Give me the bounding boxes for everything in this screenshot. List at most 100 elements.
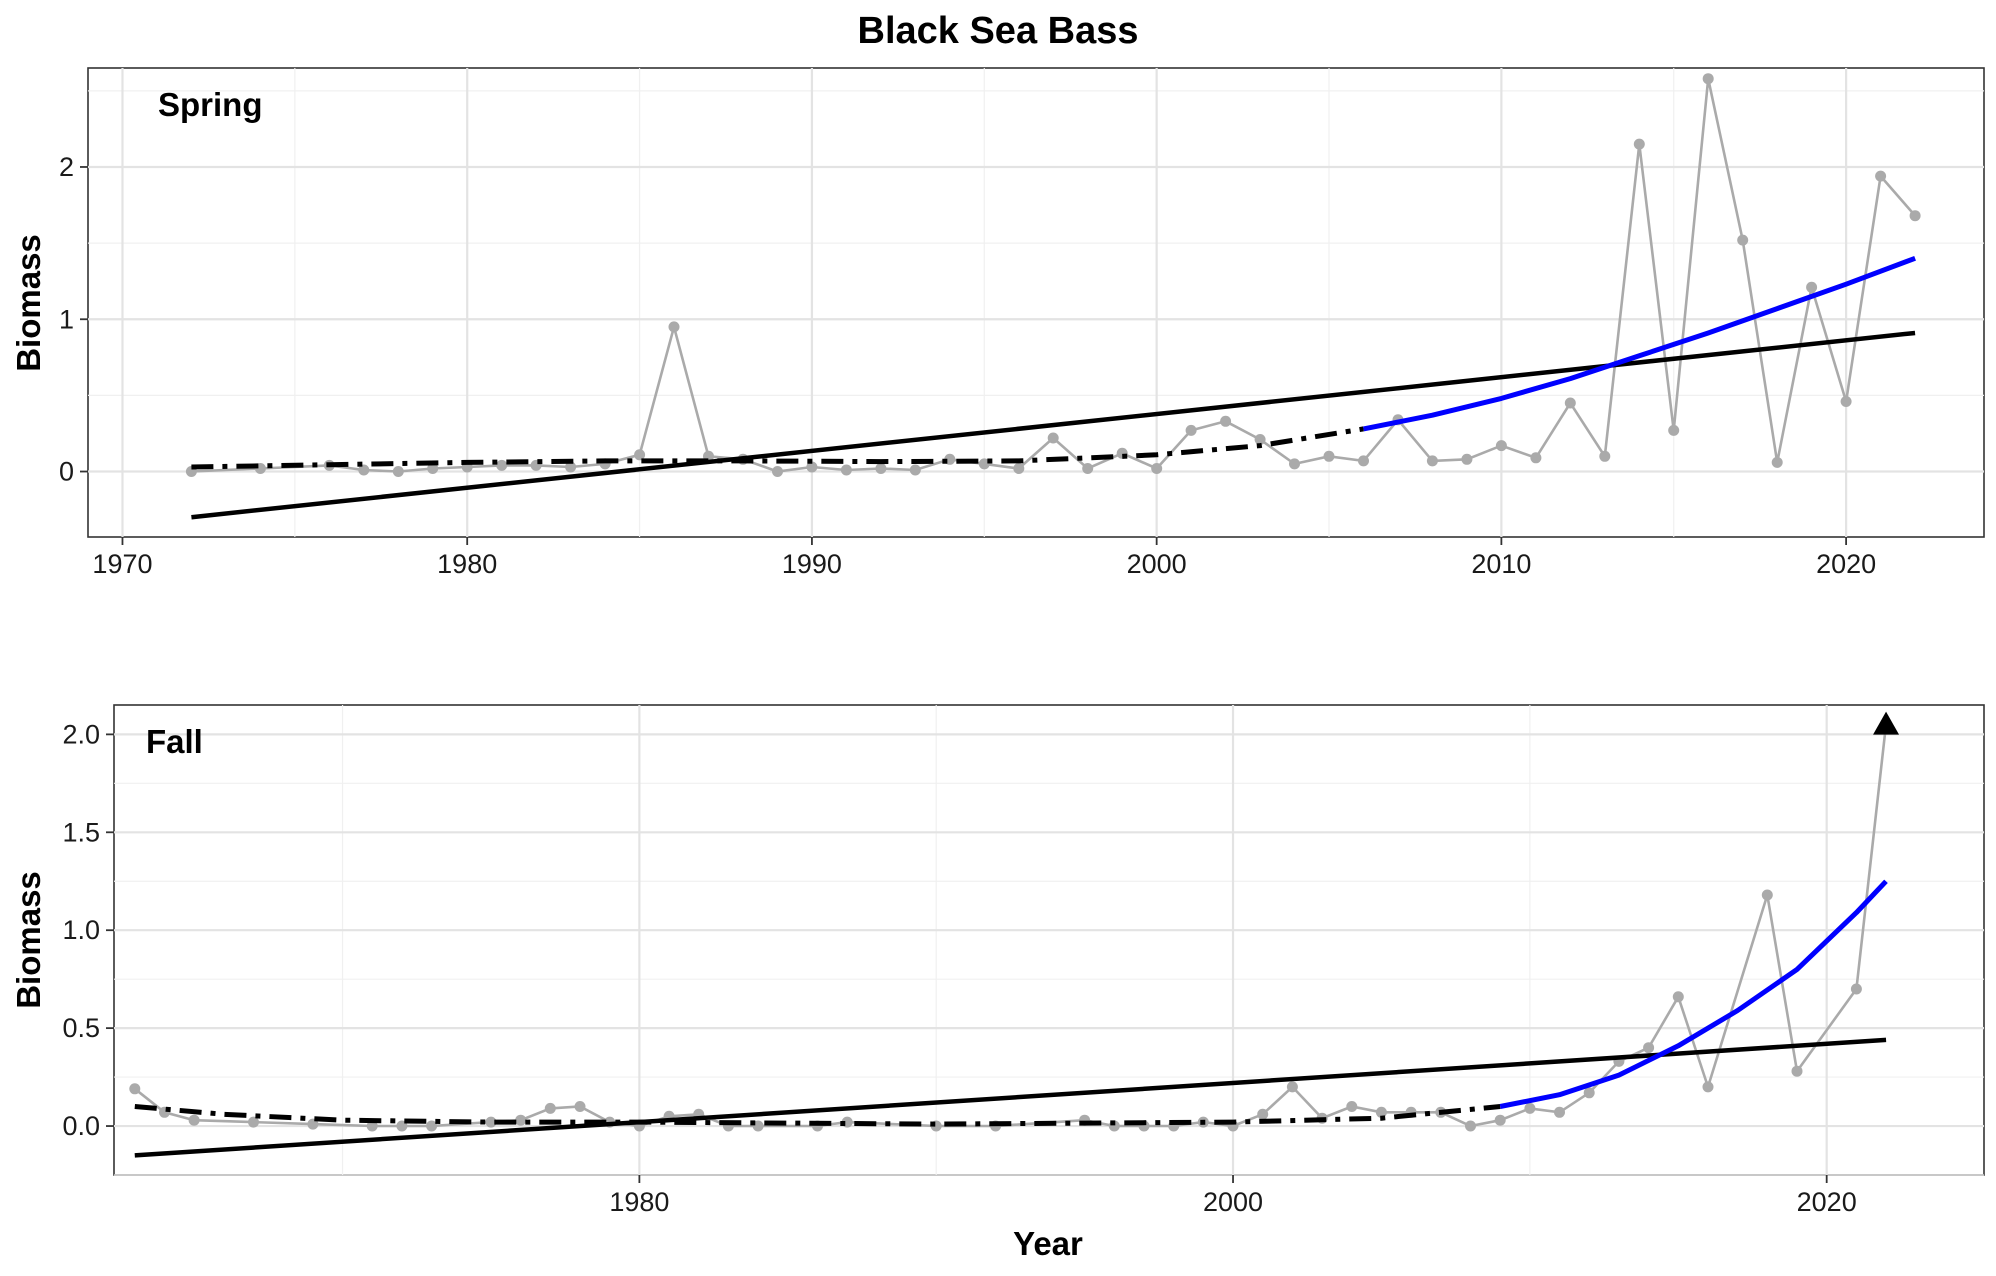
observed-point	[1358, 455, 1369, 467]
observed-point	[875, 463, 887, 474]
observed-point	[1668, 424, 1680, 436]
latest-value-triangle-marker	[1873, 711, 1900, 735]
observed-point	[1672, 991, 1684, 1003]
panel-spring-grid	[88, 68, 1984, 537]
panel-fall-marks	[129, 711, 1900, 1158]
panel-spring-label: Spring	[158, 86, 263, 123]
observed-point	[1375, 1106, 1387, 1118]
x-tick-label: 1980	[437, 549, 497, 579]
observed-point	[1761, 889, 1773, 901]
observed-point	[1495, 440, 1507, 452]
observed-point	[1850, 983, 1862, 995]
x-tick-label: 2020	[1797, 1187, 1857, 1217]
observed-point	[1806, 281, 1818, 293]
observed-point	[1185, 424, 1197, 436]
y-tick-label: 0.0	[62, 1111, 100, 1141]
panel-fall-grid	[114, 705, 1984, 1176]
observed-point	[1737, 234, 1749, 246]
recent-trend-line	[1499, 879, 1888, 1109]
panel-spring-marks	[185, 73, 1921, 520]
panel-spring: Spring 1970 1980 1990 2000 2010 2020 0 1 2 Bioma…	[10, 67, 1985, 579]
observed-point	[1289, 458, 1300, 470]
observed-point	[1254, 434, 1266, 445]
observed-point	[1909, 210, 1921, 222]
panel-fall-label: Fall	[146, 723, 203, 760]
long-term-trend-line	[134, 1037, 1887, 1158]
y-tick-label: 2	[59, 152, 74, 182]
observed-point	[1643, 1042, 1655, 1054]
x-tick-label: 1990	[782, 549, 842, 579]
observed-point	[1286, 1081, 1298, 1093]
x-tick-label: 1980	[609, 1187, 669, 1217]
observed-point	[1151, 463, 1163, 474]
observed-point	[1702, 1081, 1714, 1093]
observed-point	[806, 461, 818, 473]
observed-point	[772, 466, 783, 477]
y-tick-label: 1.0	[62, 915, 100, 945]
observed-point	[1323, 450, 1335, 462]
panel-spring-ticks: 1970 1980 1990 2000 2010 2020 0 1 2	[59, 152, 1876, 579]
observed-point	[188, 1114, 200, 1126]
y-tick-label: 1.5	[62, 817, 100, 847]
observed-point	[392, 466, 404, 477]
observed-point	[752, 1120, 764, 1132]
long-term-trend-line	[191, 330, 1916, 520]
observed-point	[1530, 452, 1542, 464]
observed-point	[426, 1120, 438, 1132]
observed-point	[515, 1114, 527, 1126]
x-tick-label: 2000	[1203, 1187, 1263, 1217]
observed-point	[978, 458, 990, 470]
observed-point	[1220, 415, 1232, 427]
observed-point	[1702, 73, 1714, 85]
observed-point	[1554, 1106, 1565, 1118]
observed-point	[129, 1083, 141, 1095]
observed-point	[248, 1116, 259, 1128]
observed-point	[1013, 463, 1025, 474]
y-tick-label: 1	[59, 304, 74, 334]
observed-point	[544, 1102, 556, 1114]
observed-point	[1524, 1102, 1536, 1114]
x-tick-label: 1970	[92, 549, 152, 579]
observed-point	[668, 321, 680, 333]
observed-point	[634, 449, 646, 461]
y-tick-label: 2.0	[62, 719, 100, 749]
y-tick-label: 0	[59, 457, 74, 487]
panel-fall-ticks: 1980 2000 2020 0.0 0.5 1.0 1.5 2.0	[62, 719, 1856, 1217]
panel-spring-y-axis-title: Biomass	[10, 234, 47, 372]
observed-point	[1426, 455, 1438, 467]
observed-point	[1583, 1087, 1595, 1099]
observed-point	[840, 464, 852, 476]
observed-point	[427, 463, 439, 474]
x-axis-title: Year	[1013, 1225, 1083, 1262]
observed-point	[496, 459, 508, 471]
panel-fall-background	[113, 704, 1985, 1176]
observed-point	[909, 464, 921, 476]
x-tick-label: 2010	[1471, 549, 1531, 579]
observed-point	[1791, 1065, 1803, 1077]
observed-point	[1875, 170, 1887, 182]
chart-title: Black Sea Bass	[858, 10, 1139, 52]
observed-point	[565, 461, 577, 473]
gam-fit-dashed-line	[191, 426, 1364, 470]
observed-point	[1047, 432, 1059, 444]
panel-spring-background	[87, 67, 1985, 538]
observed-point	[485, 1116, 497, 1128]
observed-point	[1840, 396, 1852, 407]
gam-fit-dashed-line	[134, 1104, 1501, 1127]
observed-point	[1494, 1114, 1506, 1126]
observed-point	[1633, 138, 1645, 150]
panel-fall: Fall 1980 2000 2020 0.0 0.5 1.0 1.5 2.0 Biomass	[10, 704, 1985, 1217]
observed-point	[1465, 1120, 1476, 1132]
observed-point	[574, 1101, 586, 1112]
panel-fall-y-axis-title: Biomass	[10, 871, 47, 1009]
observed-point	[1564, 397, 1576, 409]
x-tick-label: 2020	[1816, 549, 1876, 579]
observed-point	[366, 1120, 378, 1132]
observed-point	[1346, 1101, 1358, 1112]
observed-point	[1082, 463, 1094, 474]
observed-point	[1771, 456, 1783, 468]
observed-point	[1599, 450, 1611, 462]
y-tick-label: 0.5	[62, 1013, 100, 1043]
recent-trend-line	[1363, 255, 1916, 432]
